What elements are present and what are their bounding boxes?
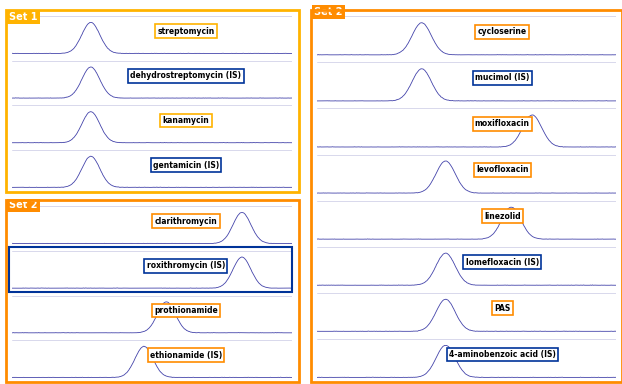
Text: ethionamide (IS): ethionamide (IS) [150, 351, 222, 359]
Text: 4-aminobenzoic acid (IS): 4-aminobenzoic acid (IS) [449, 350, 556, 359]
Text: lomefloxacin (IS): lomefloxacin (IS) [466, 258, 539, 266]
Text: gentamicin (IS): gentamicin (IS) [153, 161, 219, 169]
Text: linezolid: linezolid [484, 212, 521, 220]
Text: cycloserine: cycloserine [478, 27, 527, 36]
Text: Set 2: Set 2 [9, 200, 38, 210]
Text: Set 2: Set 2 [314, 7, 343, 17]
Text: prothionamide: prothionamide [154, 306, 218, 315]
Text: kanamycin: kanamycin [162, 116, 210, 125]
Text: dehydrostreptomycin (IS): dehydrostreptomycin (IS) [131, 71, 241, 80]
Text: roxithromycin (IS): roxithromycin (IS) [147, 261, 225, 270]
Text: levofloxacin: levofloxacin [476, 166, 529, 174]
Text: Set 1: Set 1 [9, 12, 38, 22]
Text: streptomycin: streptomycin [157, 26, 215, 36]
Text: mucimol (IS): mucimol (IS) [475, 73, 529, 82]
Text: clarithromycin: clarithromycin [155, 217, 217, 226]
Text: moxifloxacin: moxifloxacin [475, 119, 530, 128]
Text: PAS: PAS [494, 304, 511, 313]
